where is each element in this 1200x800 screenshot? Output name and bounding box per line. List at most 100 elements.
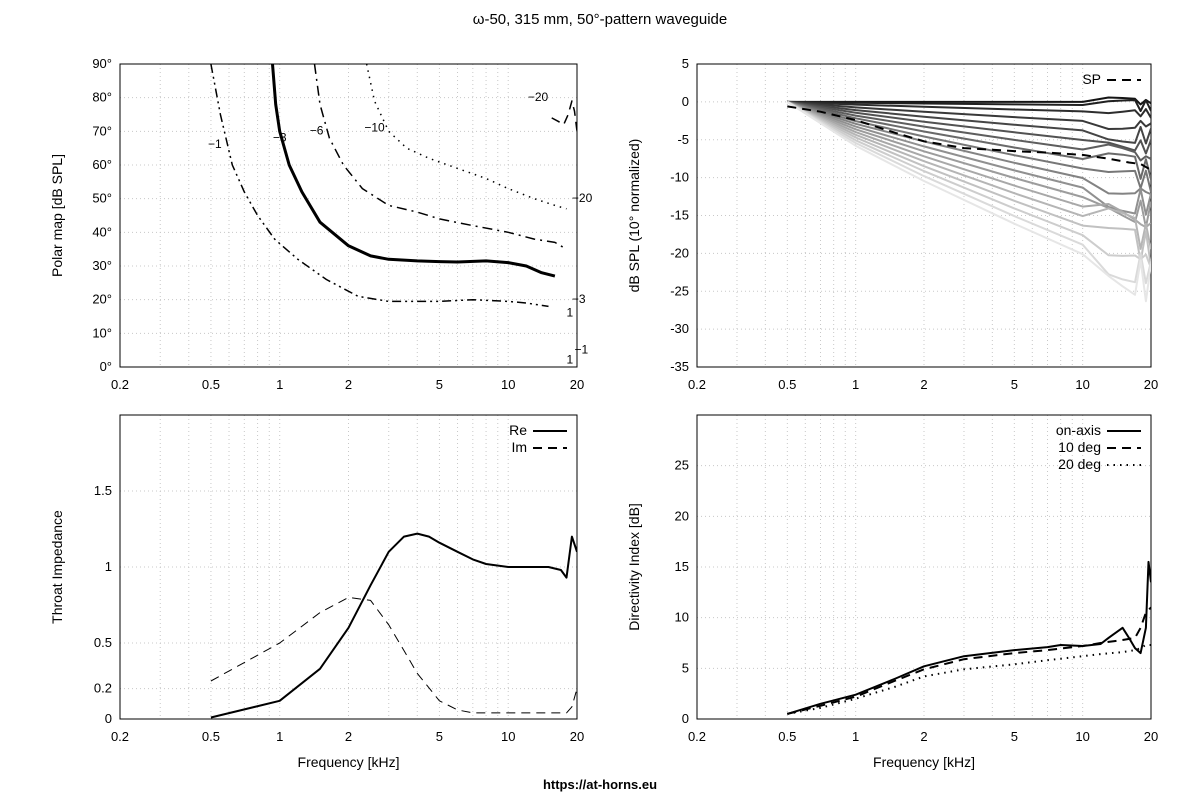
y-tick-label: 1.5: [94, 483, 112, 498]
y-tick-label: -5: [677, 132, 689, 147]
x-tick-label: 0.2: [688, 377, 706, 392]
plot-frame: [119, 63, 578, 368]
y-tick-label: 0: [682, 711, 689, 726]
angle-curve: [787, 100, 1151, 130]
plot-area: [210, 532, 577, 719]
y-tick-label: 0: [105, 711, 112, 726]
contour-label: −1: [208, 137, 222, 151]
x-tick-label: 10: [501, 729, 515, 744]
x-tick-label: 10: [501, 377, 515, 392]
x-tick-label: 2: [920, 377, 927, 392]
y-tick-label: 90°: [92, 56, 112, 71]
series-line: [210, 532, 577, 719]
y-tick-label: 0: [682, 94, 689, 109]
y-tick-label: 0.5: [94, 635, 112, 650]
x-axis-label: Frequency [kHz]: [873, 754, 975, 770]
footer-url: https://at-horns.eu: [543, 777, 657, 792]
x-tick-label: 5: [436, 729, 443, 744]
x-tick-label: 2: [345, 377, 352, 392]
y-tick-label: -15: [670, 208, 689, 223]
x-tick-label: 20: [570, 377, 584, 392]
x-tick-label: 0.5: [778, 377, 796, 392]
y-axis-label: Throat Impedance: [49, 510, 65, 624]
x-tick-label: 5: [1011, 729, 1018, 744]
y-tick-label: 20°: [92, 292, 112, 307]
series-line: [787, 560, 1151, 715]
contour-line: [365, 64, 567, 210]
contour-line: [271, 64, 556, 278]
x-tick-label: 10: [1075, 729, 1089, 744]
y-axis-label: Directivity Index [dB]: [626, 503, 642, 631]
x-tick-label: 0.2: [688, 729, 706, 744]
angle-curve: [787, 100, 1151, 119]
legend-label: on-axis: [1056, 422, 1101, 438]
y-tick-label: 5: [682, 660, 689, 675]
y-tick-label: 15: [675, 559, 689, 574]
plot-area: [787, 560, 1151, 715]
y-tick-label: 60°: [92, 157, 112, 172]
angle-curve: [786, 101, 1151, 303]
figure-title: ω-50, 315 mm, 50°-pattern waveguide: [473, 11, 728, 28]
contour-label: −1: [574, 343, 588, 357]
y-axis-label: dB SPL (10° normalized): [626, 139, 642, 293]
y-tick-label: 25: [675, 458, 689, 473]
y-tick-label: -25: [670, 283, 689, 298]
x-tick-label: 0.5: [202, 729, 220, 744]
y-tick-label: 1: [105, 559, 112, 574]
series-line: [210, 596, 577, 714]
y-tick-label: 10: [675, 610, 689, 625]
x-tick-label: 0.2: [111, 729, 129, 744]
x-tick-label: 0.5: [202, 377, 220, 392]
angle-curve: [787, 96, 1151, 106]
plot-frame: [696, 63, 1152, 368]
contour-line: [313, 64, 567, 250]
legend-label: Im: [511, 439, 527, 455]
contour-label: −20: [572, 191, 593, 205]
y-tick-label: 80°: [92, 90, 112, 105]
contour-label: −10: [364, 120, 385, 134]
contour-label: −20: [528, 90, 549, 104]
y-tick-label: 20: [675, 508, 689, 523]
y-tick-label: -35: [670, 359, 689, 374]
angle-curve: [787, 99, 1151, 112]
series-line: [787, 644, 1151, 715]
normalized-spl-chart: 0.2 0.5 1 2 5 10 20 -35 -30 -25 -20 -15 -10 -5 0 5 dB SP…: [626, 56, 1158, 392]
y-tick-label: 70°: [92, 123, 112, 138]
legend-label: 20 deg: [1058, 456, 1101, 472]
plot-frame: [696, 414, 1152, 720]
y-tick-label: -10: [670, 170, 689, 185]
y-axis-label: Polar map [dB SPL]: [49, 154, 65, 277]
y-tick-label: -20: [670, 245, 689, 260]
x-tick-label: 5: [1011, 377, 1018, 392]
legend-label: SP: [1082, 71, 1101, 87]
angle-curve: [786, 100, 1151, 229]
contour-label: −3: [273, 130, 287, 144]
x-axis-label: Frequency [kHz]: [298, 754, 400, 770]
y-tick-label: 5: [682, 56, 689, 71]
x-tick-label: 1: [276, 377, 283, 392]
x-tick-label: 20: [1144, 377, 1158, 392]
contour-line: [210, 64, 549, 308]
x-tick-label: 2: [345, 729, 352, 744]
plot-area: [210, 64, 577, 308]
legend-label: 10 deg: [1058, 439, 1101, 455]
throat-impedance-chart: 0.2 0.5 1 2 5 10 20 0 0.2 0.5 1 1.5 Throat Impedance…: [49, 414, 584, 770]
sp-curve: [787, 105, 1151, 171]
y-tick-label: 30°: [92, 258, 112, 273]
x-tick-label: 0.2: [111, 377, 129, 392]
polar-map-chart: 0.2 0.5 1 2 5 10 20 0° 10° 20° 30° 40° 50° 60° 70° 80° 9…: [49, 56, 593, 392]
x-tick-label: 0.5: [778, 729, 796, 744]
y-tick-label: 50°: [92, 191, 112, 206]
y-tick-label: 0°: [100, 359, 112, 374]
y-tick-label: 10°: [92, 325, 112, 340]
series-line: [787, 606, 1151, 715]
angle-curve: [786, 100, 1151, 196]
angle-curve: [787, 100, 1151, 155]
legend-label: Re: [509, 422, 527, 438]
angle-curve: [786, 101, 1151, 267]
x-tick-label: 10: [1075, 377, 1089, 392]
contour-line: [551, 100, 577, 132]
y-tick-label: 0.2: [94, 681, 112, 696]
